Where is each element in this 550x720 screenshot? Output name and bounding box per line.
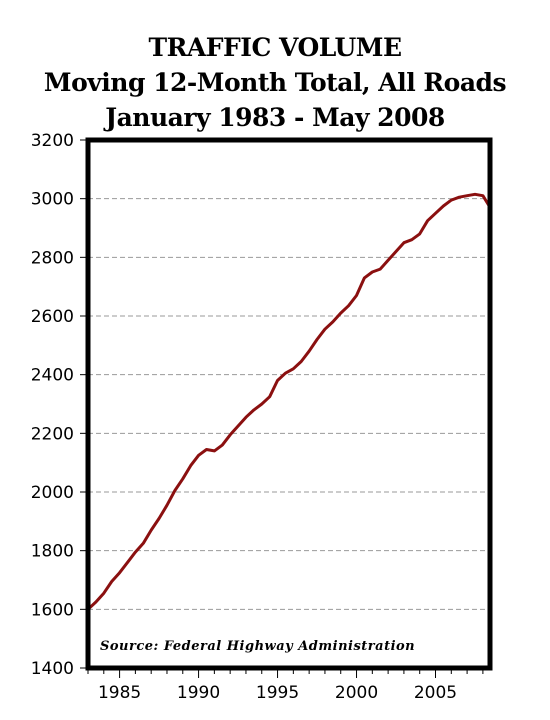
y-tick-label: 1800 (31, 542, 74, 562)
y-tick-label: 2800 (31, 248, 74, 268)
y-tick-label: 1600 (31, 600, 74, 620)
x-tick-label: 1990 (177, 683, 220, 703)
y-tick-label: 2200 (31, 424, 74, 444)
series-layer (86, 192, 491, 611)
series-line-traffic-volume (86, 192, 491, 611)
chart-subtitle-line-2: January 1983 - May 2008 (105, 103, 445, 132)
y-tick-label: 2600 (31, 307, 74, 327)
y-tick-label: 2400 (31, 366, 74, 386)
x-tick-label: 2005 (414, 683, 457, 703)
source-annotation: Source: Federal Highway Administration (100, 639, 415, 654)
x-axis-ticks: 1985 1990 1995 2000 2005 (87, 668, 484, 703)
y-tick-label: 3000 (31, 190, 74, 210)
y-tick-label: 2000 (31, 483, 74, 503)
x-tick-label: 2000 (335, 683, 378, 703)
chart-subtitle-line-1: Moving 12-Month Total, All Roads (43, 68, 507, 97)
x-tick-label: 1995 (256, 683, 299, 703)
chart-title-block: TRAFFIC VOLUME Moving 12-Month Total, Al… (0, 30, 550, 135)
gridlines (88, 198, 490, 610)
plot-frame (85, 137, 493, 671)
chart-title: TRAFFIC VOLUME (148, 33, 402, 62)
y-tick-label: 3200 (31, 131, 74, 151)
y-axis-ticks: 1400 1600 1800 2000 2200 2400 2600 2800 3000 3200 (31, 131, 88, 679)
y-tick-label: 1400 (31, 659, 74, 679)
x-tick-label: 1985 (98, 683, 141, 703)
